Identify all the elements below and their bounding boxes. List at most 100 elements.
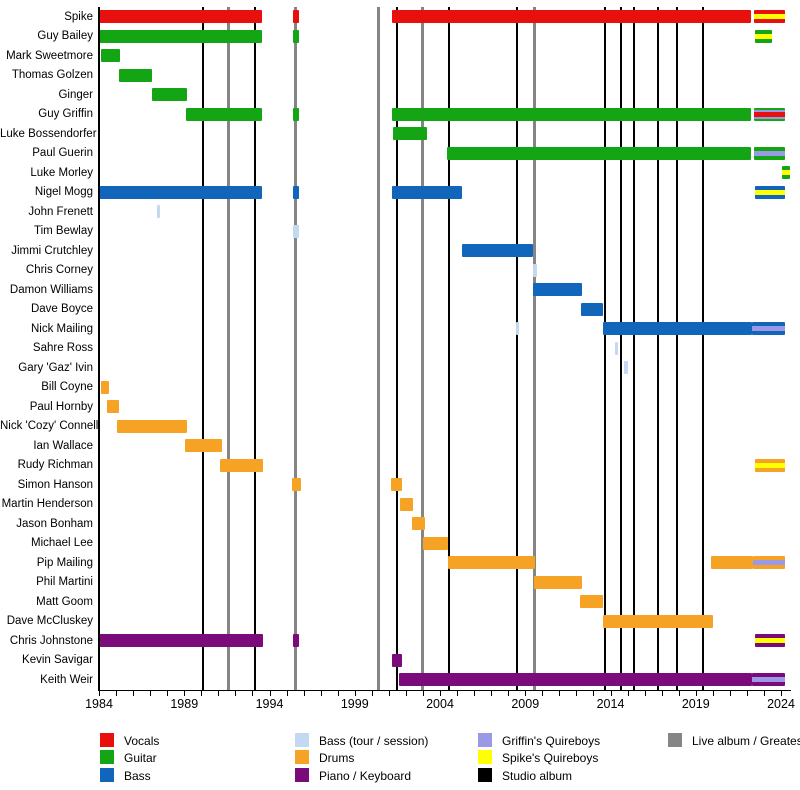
axis-tick (184, 691, 186, 696)
member-label: Luke Morley (30, 166, 93, 179)
y-axis-line (98, 7, 100, 690)
axis-tick (712, 691, 714, 696)
axis-year-label: 1984 (85, 696, 113, 711)
legend-swatch-studio_album (478, 767, 492, 782)
membership-stripe (752, 326, 786, 332)
timeline-bar (393, 127, 428, 141)
studio-album-line (604, 7, 607, 690)
member-label: Keith Weir (40, 673, 93, 686)
timeline-bar (116, 419, 187, 433)
member-label: Jason Bonham (16, 517, 93, 530)
legend-label: Drums (319, 751, 355, 766)
member-label: Chris Johnstone (9, 634, 93, 647)
member-label: Martin Henderson (1, 498, 93, 511)
axis-tick (354, 691, 356, 696)
axis-year-label: 1999 (340, 696, 369, 711)
timeline-bar (392, 107, 752, 121)
timeline-bar (99, 10, 262, 24)
timeline-bar (151, 88, 187, 102)
timeline-bar (753, 146, 786, 160)
legend-label: Guitar (124, 751, 157, 766)
timeline-bar (292, 10, 300, 24)
timeline-bar (447, 556, 536, 570)
axis-tick (661, 691, 663, 696)
legend-swatch-bass_session (295, 733, 309, 747)
member-label: Dave Boyce (30, 303, 93, 316)
member-label: John Frenett (28, 205, 93, 218)
membership-stripe (752, 677, 786, 683)
timeline-bar (391, 478, 403, 492)
timeline-bar (99, 29, 262, 43)
member-label: Pip Mailing (36, 556, 93, 569)
timeline-bar (291, 478, 302, 492)
legend-item: Piano / Keyboard (295, 767, 800, 784)
membership-stripe (754, 33, 773, 39)
legend-swatch-guitar (100, 750, 114, 765)
timeline-bar (781, 166, 791, 180)
studio-album-line (202, 7, 204, 690)
timeline-bar (399, 673, 752, 687)
axis-tick (695, 691, 697, 696)
axis-year-label: 2024 (767, 696, 795, 711)
membership-stripe (753, 150, 786, 156)
legend: Vocals Guitar Bass Bass (tour / session) Dru… (0, 720, 800, 790)
legend-label: Bass (124, 768, 151, 783)
timeline-bar (602, 614, 713, 628)
timeline-bar (753, 107, 786, 121)
axis-tick (235, 691, 237, 696)
legend-item: Bass (tour / session) (295, 733, 800, 749)
timeline-bar (515, 322, 520, 336)
legend-label: Spike's Quireboys (502, 751, 599, 766)
axis-tick (457, 691, 459, 696)
timeline-bar (753, 10, 786, 24)
timeline-bar (580, 302, 603, 316)
studio-album-line (633, 7, 636, 690)
legend-item: Drums (295, 750, 800, 766)
axis-tick (371, 691, 373, 696)
timeline-bar (106, 400, 120, 414)
axis-year-label: 1989 (170, 696, 199, 711)
legend-item: Bass (100, 767, 800, 784)
timeline-bar (185, 107, 262, 121)
axis-tick (150, 691, 152, 696)
timeline-bar (754, 185, 786, 199)
axis-tick (286, 691, 288, 696)
timeline-bar (100, 49, 121, 63)
live-album-line (377, 7, 381, 690)
member-label: Damon Williams (9, 283, 93, 296)
studio-album-line (515, 7, 518, 690)
timeline-bar (752, 322, 786, 336)
timeline-bar (462, 244, 533, 258)
axis-year-label: 1994 (255, 696, 284, 711)
legend-item: Live album / Greatest H (668, 733, 800, 749)
studio-album-line (619, 7, 622, 690)
timeline-bar (614, 341, 619, 355)
member-label: Guy Bailey (37, 30, 93, 43)
membership-stripe (753, 14, 786, 20)
axis-tick (610, 691, 612, 696)
membership-stripe (754, 462, 786, 468)
timeline-bar (220, 458, 263, 472)
member-label: Luke Bossendorfer (0, 127, 97, 140)
axis-tick (303, 691, 305, 696)
axis-tick (422, 691, 424, 696)
studio-album-line (675, 7, 678, 690)
legend-label: Live album / Greatest H (692, 734, 800, 748)
legend-swatch-live_album (668, 733, 682, 747)
timeline-bar (754, 458, 786, 472)
timeline-bar (399, 497, 413, 511)
member-label: Mark Sweetmore (6, 49, 93, 62)
timeline-bar (100, 380, 110, 394)
member-label: Sahre Ross (32, 342, 93, 355)
axis-tick (644, 691, 646, 696)
timeline-bar (579, 595, 603, 609)
timeline-chart: Spike Guy Bailey Mark Sweetmore Thomas Golz… (0, 7, 795, 711)
member-label: Gary 'Gaz' Ivin (18, 361, 93, 374)
axis-year-label: 2019 (681, 696, 710, 711)
live-album-line (227, 7, 231, 690)
membership-stripe (754, 638, 786, 644)
member-label: Ian Wallace (33, 439, 93, 452)
member-label: Dave McCluskey (6, 615, 93, 628)
member-label: Simon Hanson (17, 478, 93, 491)
